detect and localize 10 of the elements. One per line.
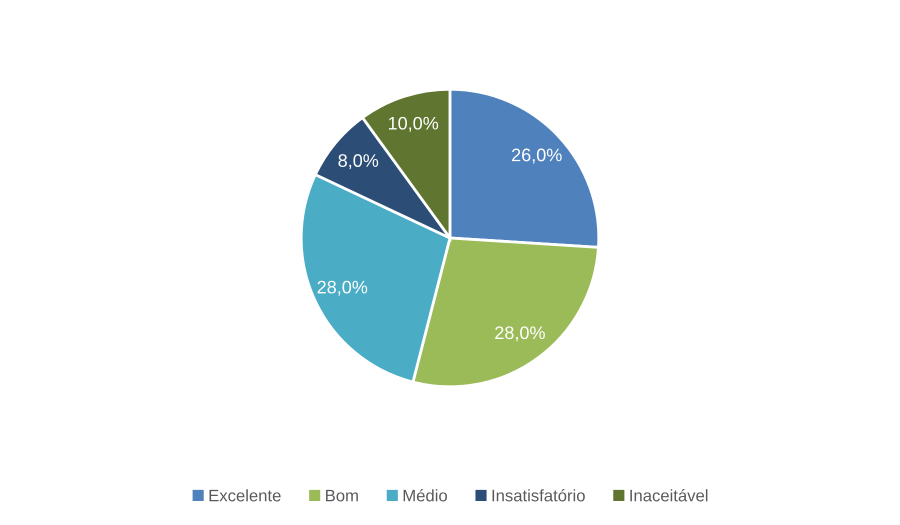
legend-label: Insatisfatório: [492, 489, 585, 502]
data-label: 28,0%: [318, 280, 368, 296]
legend-label: Médio: [404, 489, 447, 502]
legend-label: Bom: [326, 490, 358, 502]
data-label: 26,0%: [512, 148, 562, 164]
legend-label: Inaceitável: [630, 489, 708, 502]
data-label: 8,0%: [338, 154, 378, 170]
legend-label: Excelente: [210, 489, 281, 502]
data-label: 10,0%: [388, 116, 438, 132]
data-label: 28,0%: [495, 326, 545, 342]
